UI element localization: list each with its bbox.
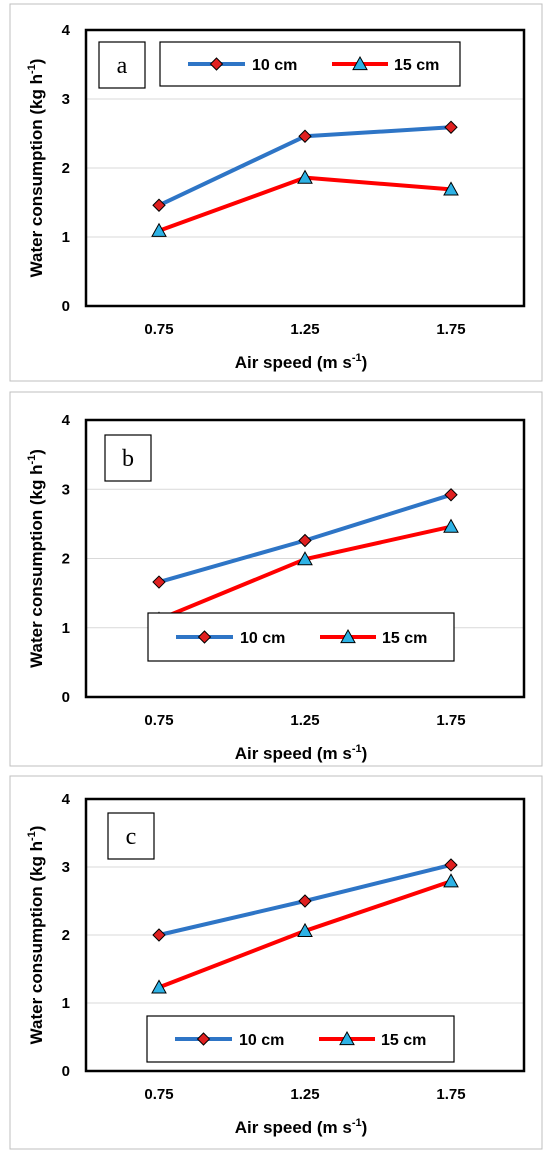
legend-label: 10 cm — [252, 57, 297, 74]
legend-marker-10cm — [209, 57, 224, 71]
x-axis-title-main: Air speed (m s — [235, 744, 352, 763]
x-tick-label: 0.75 — [144, 321, 173, 338]
x-tick-label: 0.75 — [144, 1086, 173, 1103]
y-tick-label: 0 — [62, 298, 70, 315]
panel-b-border — [9, 391, 543, 767]
y-axis-title-main: Water consumption (kg h — [27, 465, 46, 668]
y-tick-label: 1 — [62, 995, 70, 1012]
x-axis-title-sup: -1 — [352, 352, 362, 364]
marker-10cm — [444, 858, 458, 872]
legend: 10 cm 15 cm — [159, 41, 461, 87]
y-axis-title-sup: -1 — [26, 64, 38, 74]
y-axis-title-close: ) — [27, 449, 46, 455]
y-axis-title-sup: -1 — [26, 831, 38, 841]
y-axis-title: Water consumption (kg h-1) — [26, 826, 46, 1045]
panel-label-box — [104, 434, 152, 482]
y-tick-label: 3 — [62, 91, 70, 108]
x-tick-label: 0.75 — [144, 712, 173, 729]
y-axis-title: Water consumption (kg h-1) — [26, 59, 46, 278]
marker-15cm — [151, 222, 167, 237]
y-tick-label: 1 — [62, 229, 70, 246]
x-axis-title-sup: -1 — [352, 743, 362, 755]
y-tick-label: 4 — [62, 412, 71, 429]
panel-label: a — [117, 53, 128, 79]
marker-10cm — [298, 894, 312, 908]
y-axis-title: Water consumption (kg h-1) — [26, 449, 46, 668]
y-tick-label: 1 — [62, 620, 70, 637]
legend-marker-10cm — [196, 1032, 211, 1046]
panel-label-box — [107, 812, 155, 860]
x-tick-label: 1.75 — [436, 321, 465, 338]
marker-10cm — [152, 928, 166, 942]
x-tick-label: 1.75 — [436, 712, 465, 729]
legend-marker-15cm — [339, 1030, 355, 1046]
marker-10cm — [444, 120, 458, 134]
legend-marker-15cm — [352, 55, 368, 71]
y-tick-label: 3 — [62, 859, 70, 876]
y-axis-title-close: ) — [27, 826, 46, 832]
panel-b: 0 1 2 3 4 0.75 1.25 1.75 b 10 cm 15 cm Air speed (m… — [9, 391, 543, 767]
x-axis-title-main: Air speed (m s — [235, 353, 352, 372]
y-tick-label: 2 — [62, 160, 70, 177]
marker-15cm — [297, 169, 313, 184]
y-tick-label: 4 — [62, 22, 71, 39]
x-tick-label: 1.75 — [436, 1086, 465, 1103]
legend-label: 10 cm — [239, 1032, 284, 1049]
legend: 10 cm 15 cm — [146, 1015, 455, 1063]
x-axis-title-sup: -1 — [352, 1117, 362, 1129]
panel-label-box — [98, 41, 146, 89]
panel-c: 0 1 2 3 4 0.75 1.25 1.75 c 10 cm 15 cm Air speed (m… — [9, 775, 543, 1150]
marker-15cm — [297, 551, 313, 566]
x-tick-label: 1.25 — [290, 1086, 319, 1103]
x-axis-title: Air speed (m s-1) — [235, 352, 368, 372]
panel-a: 0 1 2 3 4 0.75 1.25 1.75 a 10 cm 15 cm Air speed (m… — [9, 3, 543, 382]
y-tick-label: 4 — [62, 791, 71, 808]
y-axis-title-main: Water consumption (kg h — [27, 841, 46, 1044]
marker-10cm — [298, 129, 312, 143]
y-tick-label: 2 — [62, 551, 70, 568]
marker-15cm — [443, 518, 459, 533]
panel-c-border — [9, 775, 543, 1150]
y-axis-title-main: Water consumption (kg h — [27, 74, 46, 277]
marker-10cm — [298, 533, 312, 548]
y-axis-title-sup: -1 — [26, 455, 38, 465]
y-tick-label: 0 — [62, 689, 70, 706]
legend-label: 15 cm — [394, 57, 439, 74]
marker-10cm — [444, 488, 458, 502]
marker-15cm — [443, 873, 459, 888]
marker-10cm — [152, 575, 166, 589]
marker-15cm — [443, 181, 459, 196]
y-tick-label: 0 — [62, 1063, 70, 1080]
marker-15cm — [151, 979, 167, 994]
x-axis-title-close: ) — [362, 744, 368, 763]
panels-root: 0 1 2 3 4 0.75 1.25 1.75 a 10 cm 15 cm Air speed (m… — [9, 3, 543, 1150]
marker-15cm — [297, 922, 313, 938]
marker-10cm — [152, 198, 166, 212]
panel-label: c — [126, 824, 137, 850]
legend-marker-15cm — [340, 628, 356, 644]
legend-label: 15 cm — [382, 630, 427, 647]
y-tick-label: 2 — [62, 927, 70, 944]
legend-label: 10 cm — [240, 630, 285, 647]
x-axis-title: Air speed (m s-1) — [235, 743, 368, 763]
x-axis-title: Air speed (m s-1) — [235, 1117, 368, 1137]
plot-frame — [84, 797, 526, 1073]
x-axis-title-main: Air speed (m s — [235, 1118, 352, 1137]
plot-frame — [84, 28, 526, 308]
plot-frame — [84, 418, 526, 699]
legend-label: 15 cm — [381, 1032, 426, 1049]
x-axis-title-close: ) — [362, 1118, 368, 1137]
x-tick-label: 1.25 — [290, 321, 319, 338]
legend: 10 cm 15 cm — [147, 612, 455, 662]
x-tick-label: 1.25 — [290, 712, 319, 729]
y-axis-title-close: ) — [27, 59, 46, 65]
legend-marker-10cm — [197, 630, 212, 644]
panel-label: b — [122, 446, 134, 472]
y-tick-label: 3 — [62, 481, 70, 498]
x-axis-title-close: ) — [362, 353, 368, 372]
